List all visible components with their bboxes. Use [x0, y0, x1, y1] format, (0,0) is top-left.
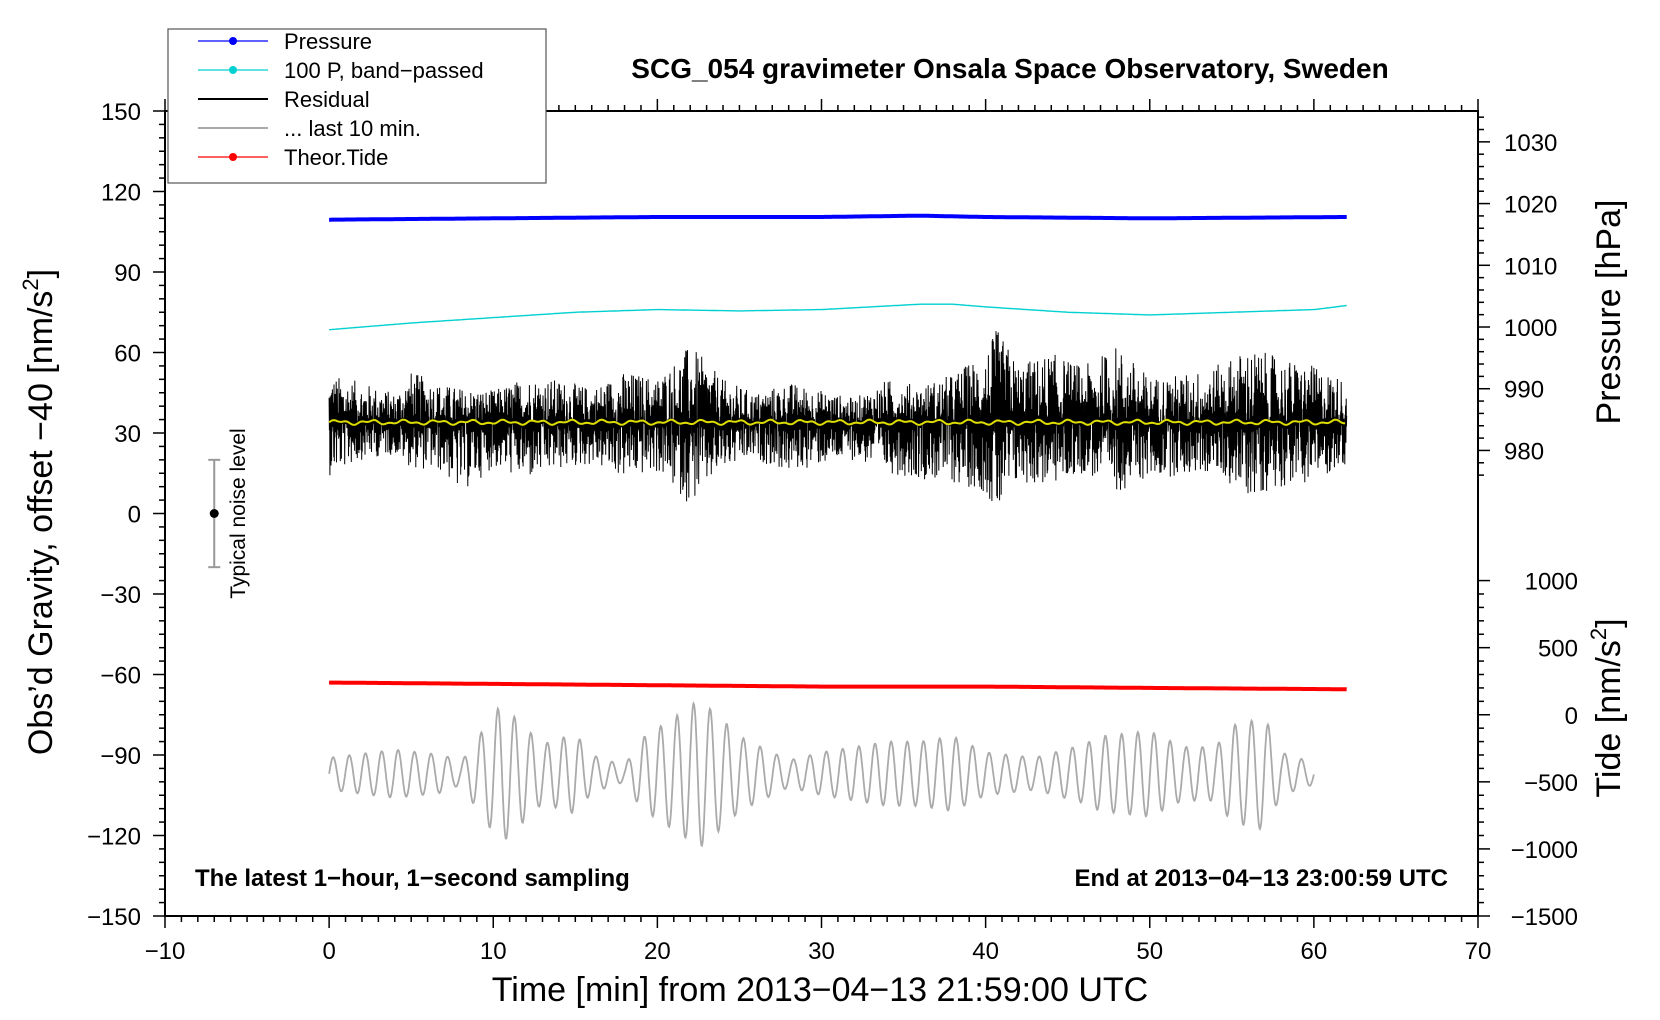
- y-tick-label: −90: [100, 743, 141, 770]
- y-tick-label: −60: [100, 663, 141, 690]
- tide-tick-label: −500: [1524, 770, 1578, 797]
- y-tick-label: 120: [101, 180, 141, 207]
- x-tick-label: 0: [322, 938, 335, 965]
- end-time-note: End at 2013−04−13 23:00:59 UTC: [1074, 865, 1448, 892]
- x-tick-label: 40: [972, 938, 999, 965]
- y-tick-label: 0: [128, 502, 141, 529]
- x-tick-label: 60: [1301, 938, 1328, 965]
- pressure-tick-label: 990: [1504, 377, 1544, 404]
- y-axis-label-tide-main: Tide [nm/s: [1590, 640, 1628, 797]
- x-tick-label: 20: [644, 938, 671, 965]
- pressure-tick-label: 1010: [1504, 253, 1557, 280]
- y-axis-label-tide-tail: ]: [1590, 618, 1628, 627]
- x-tick-label: 10: [480, 938, 507, 965]
- legend-label: 100 P, band−passed: [284, 58, 484, 83]
- tide-tick-label: 0: [1565, 703, 1578, 730]
- legend-marker: [229, 37, 237, 45]
- y-axis-label-left-main: Obs’d Gravity, offset −40 [nm/s: [22, 291, 60, 756]
- x-axis-label: Time [min] from 2013−04−13 21:59:00 UTC: [492, 971, 1148, 1009]
- last-10-min-line: [328, 701, 1315, 848]
- chart-legend: Pressure 100 P, band−passed Residual ... la…: [167, 28, 547, 184]
- y-axis-label-left: Obs’d Gravity, offset −40 [nm/s2]: [18, 269, 60, 755]
- legend-marker: [229, 66, 237, 74]
- y-tick-label: 90: [114, 260, 141, 287]
- pressure-tick-label: 980: [1504, 438, 1544, 465]
- chart-title: SCG_054 gravimeter Onsala Space Observat…: [631, 53, 1388, 84]
- pressure-tick-label: 1030: [1504, 130, 1557, 157]
- legend-label: Theor.Tide: [284, 145, 388, 170]
- legend-label: Residual: [284, 87, 370, 112]
- tide-tick-label: 1000: [1525, 569, 1578, 596]
- x-tick-label: 30: [808, 938, 835, 965]
- series-layer: [328, 213, 1348, 848]
- y-tick-label: −30: [100, 582, 141, 609]
- y-tick-label: 30: [114, 421, 141, 448]
- legend-label: Pressure: [284, 29, 372, 54]
- residual-mean-line: [328, 418, 1346, 426]
- legend-marker: [229, 153, 237, 161]
- y-tick-label: 150: [101, 99, 141, 126]
- noise-bar-dot: [209, 509, 219, 518]
- pressure-tick-label: 1020: [1504, 192, 1557, 219]
- legend-label: ... last 10 min.: [284, 116, 421, 141]
- y-tick-label: −150: [87, 904, 141, 931]
- y-axis-label-tide: Tide [nm/s2]: [1586, 618, 1628, 797]
- sampling-note: The latest 1−hour, 1−second sampling: [195, 865, 630, 892]
- y-axis-label-left-sup: 2: [18, 278, 43, 290]
- legend-entries: Pressure 100 P, band−passed Residual ... la…: [198, 29, 484, 170]
- noise-level-label: Typical noise level: [227, 428, 250, 598]
- y-axis-label-tide-sup: 2: [1586, 628, 1611, 640]
- residual-line: [328, 331, 1348, 502]
- tide-tick-label: 500: [1538, 636, 1578, 663]
- y-axis-label-left-tail: ]: [22, 269, 60, 278]
- y-axis-label-pressure: Pressure [hPa]: [1590, 200, 1628, 425]
- band-passed-line: [329, 303, 1347, 331]
- ticks-layer: [153, 99, 1490, 928]
- tick-labels: −10 0 10 20 30 40 50 60 701501209060300−30−60−90…: [87, 99, 1578, 965]
- x-tick-label: −10: [145, 938, 186, 965]
- tide-tick-label: −1500: [1511, 904, 1578, 931]
- tide-tick-label: −1000: [1511, 837, 1578, 864]
- pressure-line: [329, 213, 1347, 222]
- noise-bar: [208, 458, 221, 569]
- x-tick-label: 50: [1136, 938, 1163, 965]
- x-tick-label: 70: [1465, 938, 1492, 965]
- y-tick-label: 60: [114, 341, 141, 368]
- y-tick-label: −120: [87, 824, 141, 851]
- pressure-tick-label: 1000: [1504, 315, 1557, 342]
- tide-line: [328, 680, 1347, 692]
